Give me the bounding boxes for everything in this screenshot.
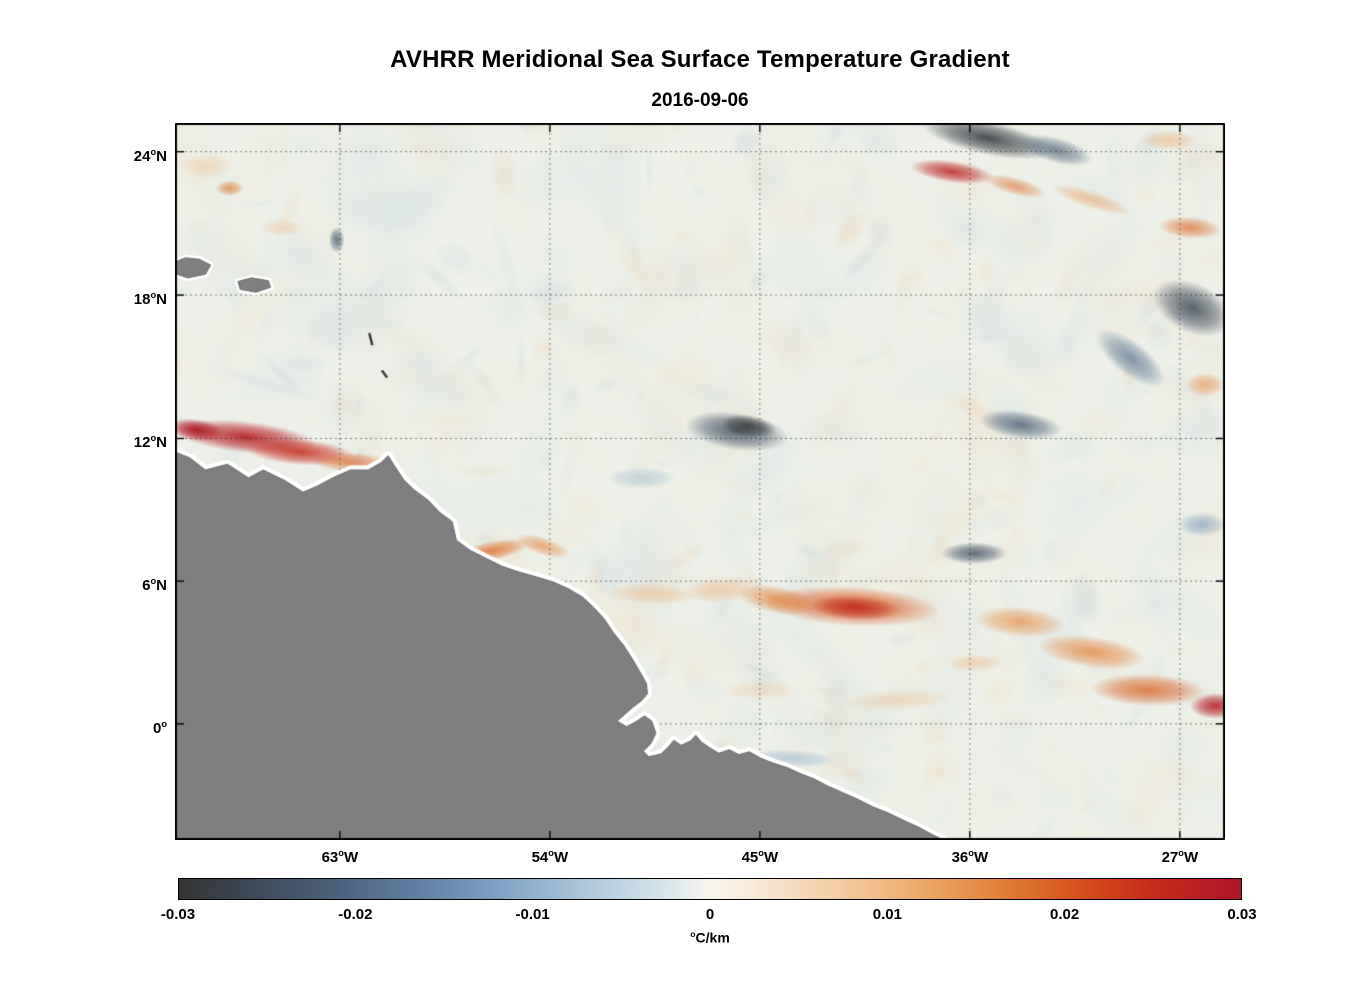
colorbar-tick-label: -0.01 (515, 906, 550, 923)
y-tick-label: 6oN (142, 576, 167, 595)
colorbar-tick-label: 0 (705, 906, 715, 923)
colorbar-tick-label: -0.02 (338, 906, 373, 923)
x-tick-label: 45oW (741, 848, 779, 866)
colorbar-units-label: oC/km (690, 929, 730, 946)
chart-date: 2016-09-06 (651, 90, 749, 111)
x-tick-label: 54oW (531, 848, 569, 866)
map-plot (175, 123, 1225, 840)
y-tick-label: 12oN (133, 433, 167, 452)
sst-gradient-map-canvas (175, 123, 1225, 840)
y-tick-label: 0o (152, 718, 167, 737)
x-tick-label: 63oW (321, 848, 359, 866)
y-tick-label: 18oN (133, 290, 167, 309)
x-tick-label: 36oW (951, 848, 989, 866)
y-tick-label: 24oN (133, 146, 167, 165)
colorbar-tick-label: -0.03 (160, 906, 196, 923)
colorbar (178, 878, 1242, 900)
colorbar-tick-label: 0.03 (1227, 906, 1257, 923)
colorbar-tick-label: 0.02 (1050, 906, 1080, 923)
chart-title: AVHRR Meridional Sea Surface Temperature… (390, 46, 1010, 73)
colorbar-tick-label: 0.01 (872, 906, 902, 923)
x-tick-label: 27oW (1161, 848, 1199, 866)
